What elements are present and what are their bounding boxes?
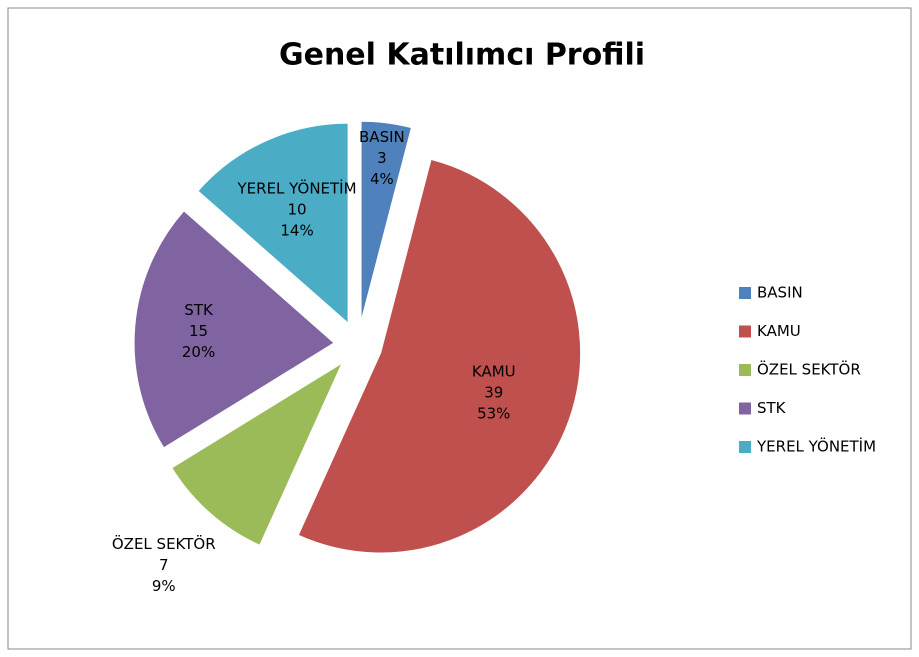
legend-swatch (739, 325, 751, 338)
slice-label: 9% (152, 577, 176, 595)
slice-label: STK (184, 301, 214, 319)
pie-slice (197, 122, 349, 325)
legend-label: BASIN (757, 284, 803, 302)
pie-slice (297, 158, 582, 554)
slice-label: 53% (477, 404, 510, 422)
legend-swatch (739, 402, 751, 415)
legend-label: STK (757, 399, 787, 417)
slice-label: 4% (370, 170, 394, 188)
slice-label: 7 (159, 556, 169, 574)
slice-label: ÖZEL SEKTÖR (112, 534, 216, 553)
pie-slice (133, 210, 335, 449)
slice-label: YEREL YÖNETİM (237, 179, 357, 198)
slice-label: 3 (377, 149, 387, 167)
slice-label: KAMU (472, 362, 516, 380)
chart-title: Genel Katılımcı Profili (279, 38, 645, 73)
slice-label: 20% (182, 343, 215, 361)
legend-label: YEREL YÖNETİM (756, 437, 876, 456)
slice-label: 10 (287, 201, 306, 219)
legend-swatch (739, 287, 751, 299)
slice-label: 14% (280, 222, 313, 240)
pie-slice (171, 361, 344, 546)
legend-swatch (739, 364, 751, 376)
legend-swatch (739, 441, 751, 453)
legend-label: ÖZEL SEKTÖR (757, 360, 861, 379)
legend-label: KAMU (757, 322, 801, 340)
slice-label: 15 (189, 322, 208, 340)
slice-label: 39 (484, 383, 503, 401)
slice-label: BASIN (359, 128, 405, 146)
pie-slice (360, 120, 413, 322)
